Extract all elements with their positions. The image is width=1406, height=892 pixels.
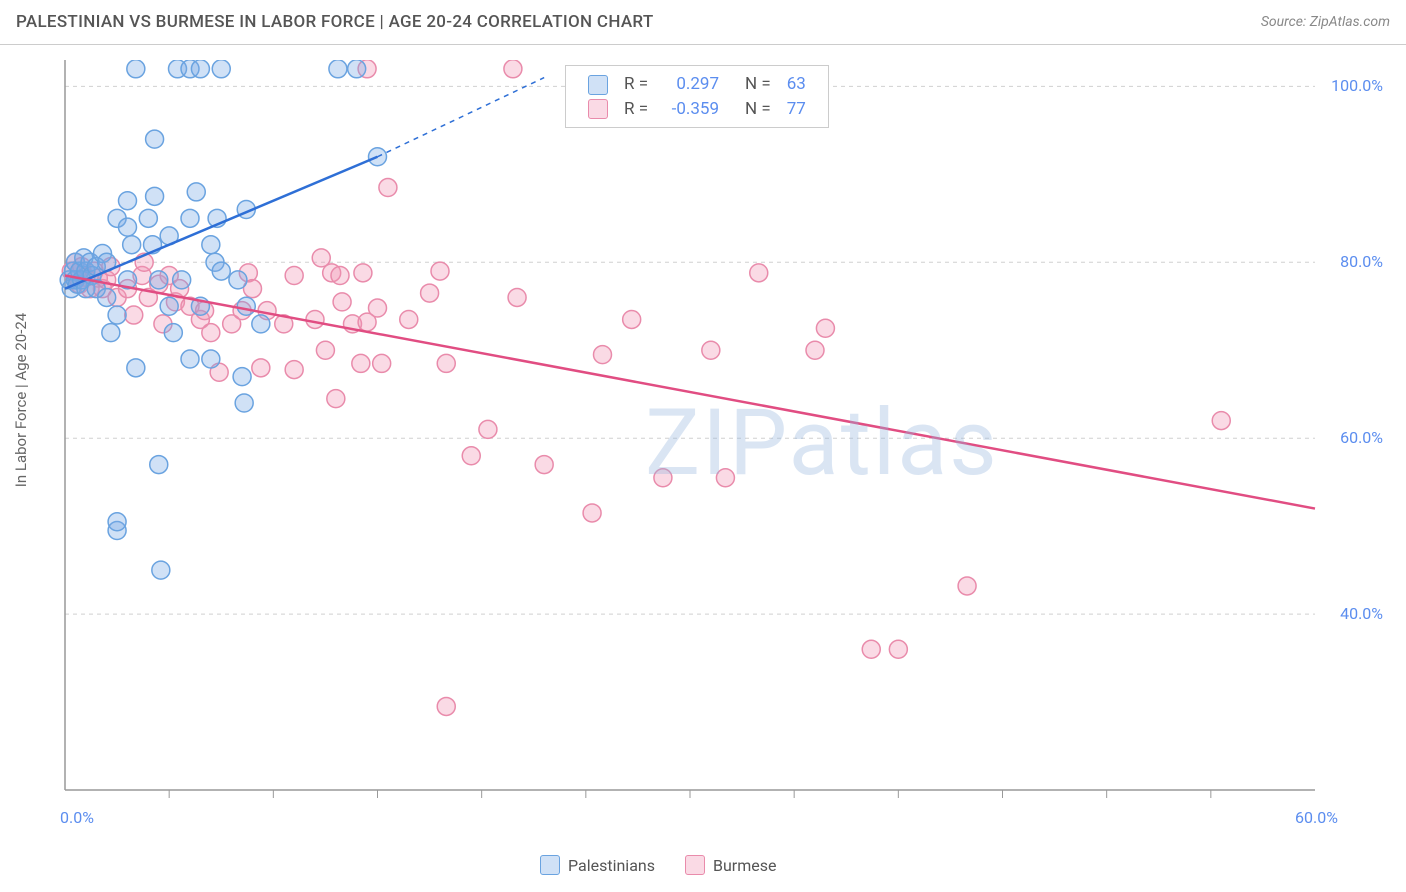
legend-r-value: -0.359 — [656, 97, 727, 122]
x-tick-label: 0.0% — [60, 808, 94, 827]
legend-swatch — [540, 855, 560, 875]
legend-item-label: Palestinians — [568, 856, 655, 875]
series-legend: Palestinians Burmese — [540, 855, 776, 875]
y-tick-label: 100.0% — [1323, 76, 1383, 95]
legend-swatch — [588, 99, 608, 119]
legend-item-label: Burmese — [713, 856, 776, 875]
legend-n-label: N = — [727, 97, 779, 122]
legend-item: Palestinians — [540, 855, 655, 875]
legend-item: Burmese — [685, 855, 776, 875]
chart-title: PALESTINIAN VS BURMESE IN LABOR FORCE | … — [16, 12, 654, 32]
legend-r-label: R = — [616, 72, 656, 97]
y-axis-label: In Labor Force | Age 20-24 — [12, 313, 30, 487]
y-tick-label: 40.0% — [1323, 604, 1383, 623]
legend-swatch — [685, 855, 705, 875]
source-attribution: Source: ZipAtlas.com — [1261, 14, 1390, 30]
legend-n-value: 77 — [779, 97, 814, 122]
legend-r-label: R = — [616, 97, 656, 122]
plot-area: ZIPatlas R =0.297N =63R =-0.359N =77 — [55, 60, 1385, 830]
legend-n-label: N = — [727, 72, 779, 97]
legend-r-value: 0.297 — [656, 72, 727, 97]
legend-swatch — [588, 75, 608, 95]
y-tick-label: 60.0% — [1323, 428, 1383, 447]
chart-container: PALESTINIAN VS BURMESE IN LABOR FORCE | … — [0, 0, 1406, 892]
legend-n-value: 63 — [779, 72, 814, 97]
x-tick-label: 60.0% — [1295, 808, 1338, 827]
title-bar: PALESTINIAN VS BURMESE IN LABOR FORCE | … — [0, 0, 1406, 45]
y-tick-label: 80.0% — [1323, 252, 1383, 271]
scatter-plot-svg — [55, 60, 1385, 830]
correlation-legend: R =0.297N =63 R =-0.359N =77 — [565, 65, 829, 128]
